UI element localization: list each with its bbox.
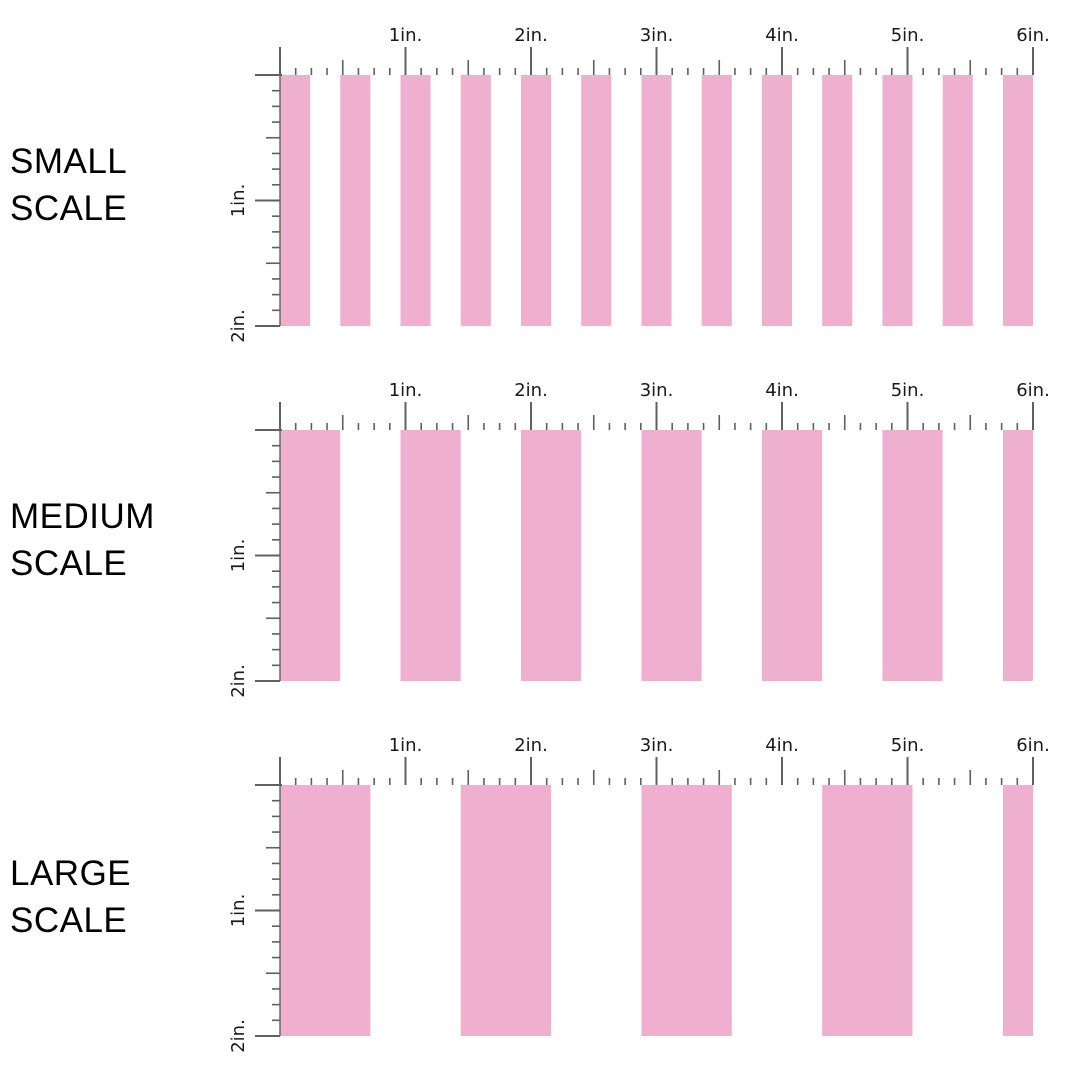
stripe bbox=[280, 430, 341, 681]
ruler-label-vertical: 1in. bbox=[228, 184, 249, 218]
ruler-label-horizontal: 3in. bbox=[640, 735, 674, 756]
ruler-label-vertical: 2in. bbox=[228, 664, 249, 698]
stripe bbox=[701, 75, 732, 326]
ruler-label-horizontal: 5in. bbox=[891, 735, 925, 756]
large-scale-label-line2: SCALE bbox=[10, 901, 128, 940]
small-scale-swatch-ruler: 1in. 2in. 3in. 4in. 5in. 6in. 1in. 2in. bbox=[228, 25, 1050, 343]
stripe bbox=[641, 785, 732, 1036]
large-scale-section: LARGE SCALE 1in. 2in. 3in. 4in. 5in. 6in. 1in.… bbox=[0, 710, 1080, 1065]
medium-scale-section: MEDIUM SCALE 1in. 2in. 3in. 4in. 5in. 6in. 1in… bbox=[0, 355, 1080, 710]
ruler-label-horizontal: 6in. bbox=[1016, 380, 1050, 401]
stripe bbox=[460, 75, 491, 326]
horizontal-ruler: 1in. 2in. 3in. 4in. 5in. 6in. bbox=[255, 380, 1050, 431]
vertical-ruler: 1in. 2in. bbox=[228, 757, 281, 1053]
stripe bbox=[882, 75, 913, 326]
stripe bbox=[520, 430, 582, 681]
stripe bbox=[761, 75, 793, 326]
horizontal-ruler: 1in. 2in. 3in. 4in. 5in. 6in. bbox=[255, 25, 1050, 76]
small-scale-label-line1: SMALL bbox=[10, 142, 128, 181]
ruler-label-horizontal: 6in. bbox=[1016, 735, 1050, 756]
small-scale-label-line2: SCALE bbox=[10, 189, 128, 228]
small-stripes bbox=[280, 75, 1033, 326]
ruler-label-horizontal: 4in. bbox=[765, 735, 799, 756]
small-scale-label: SMALL SCALE bbox=[10, 138, 127, 232]
ruler-label-horizontal: 1in. bbox=[389, 735, 423, 756]
ruler-label-horizontal: 5in. bbox=[891, 380, 925, 401]
stripe bbox=[280, 785, 371, 1036]
stripe bbox=[280, 75, 311, 326]
stripe bbox=[641, 430, 702, 681]
medium-scale-label-line2: SCALE bbox=[10, 544, 128, 583]
ruler-label-horizontal: 3in. bbox=[640, 380, 674, 401]
ruler-label-horizontal: 2in. bbox=[514, 380, 548, 401]
horizontal-ruler: 1in. 2in. 3in. 4in. 5in. 6in. bbox=[255, 735, 1050, 786]
ruler-label-horizontal: 5in. bbox=[891, 25, 925, 46]
stripe bbox=[400, 75, 431, 326]
medium-scale-label-line1: MEDIUM bbox=[10, 497, 155, 536]
stripe bbox=[581, 75, 612, 326]
ruler-label-horizontal: 2in. bbox=[514, 25, 548, 46]
stripe bbox=[822, 75, 853, 326]
stripe bbox=[340, 75, 371, 326]
stripe bbox=[882, 430, 943, 681]
ruler-label-horizontal: 3in. bbox=[640, 25, 674, 46]
large-scale-swatch-ruler: 1in. 2in. 3in. 4in. 5in. 6in. 1in. 2in. bbox=[228, 735, 1050, 1053]
large-scale-label: LARGE SCALE bbox=[10, 850, 131, 944]
stripe bbox=[641, 75, 672, 326]
ruler-label-horizontal: 4in. bbox=[765, 25, 799, 46]
ruler-label-horizontal: 2in. bbox=[514, 735, 548, 756]
stripe bbox=[1002, 785, 1033, 1036]
stripe bbox=[942, 75, 973, 326]
large-scale-label-line1: LARGE bbox=[10, 854, 132, 893]
ruler-label-vertical: 1in. bbox=[228, 894, 249, 928]
ruler-label-horizontal: 1in. bbox=[389, 380, 423, 401]
stripe bbox=[1002, 430, 1033, 681]
stripe bbox=[520, 75, 552, 326]
ruler-label-vertical: 2in. bbox=[228, 309, 249, 343]
vertical-ruler: 1in. 2in. bbox=[228, 402, 281, 698]
vertical-ruler: 1in. 2in. bbox=[228, 47, 281, 343]
ruler-label-horizontal: 1in. bbox=[389, 25, 423, 46]
stripe bbox=[460, 785, 552, 1036]
medium-stripes bbox=[280, 430, 1033, 681]
stripe bbox=[1002, 75, 1033, 326]
stripe bbox=[400, 430, 461, 681]
ruler-label-horizontal: 6in. bbox=[1016, 25, 1050, 46]
large-stripes bbox=[280, 785, 1033, 1036]
ruler-label-vertical: 1in. bbox=[228, 539, 249, 573]
ruler-label-horizontal: 4in. bbox=[765, 380, 799, 401]
stripe bbox=[761, 430, 823, 681]
medium-scale-label: MEDIUM SCALE bbox=[10, 493, 155, 587]
stripe bbox=[822, 785, 913, 1036]
ruler-label-vertical: 2in. bbox=[228, 1019, 249, 1053]
small-scale-section: SMALL SCALE 1in. 2in. 3in. 4in. 5in. 6in. 1in.… bbox=[0, 0, 1080, 355]
medium-scale-swatch-ruler: 1in. 2in. 3in. 4in. 5in. 6in. 1in. 2in. bbox=[228, 380, 1050, 698]
